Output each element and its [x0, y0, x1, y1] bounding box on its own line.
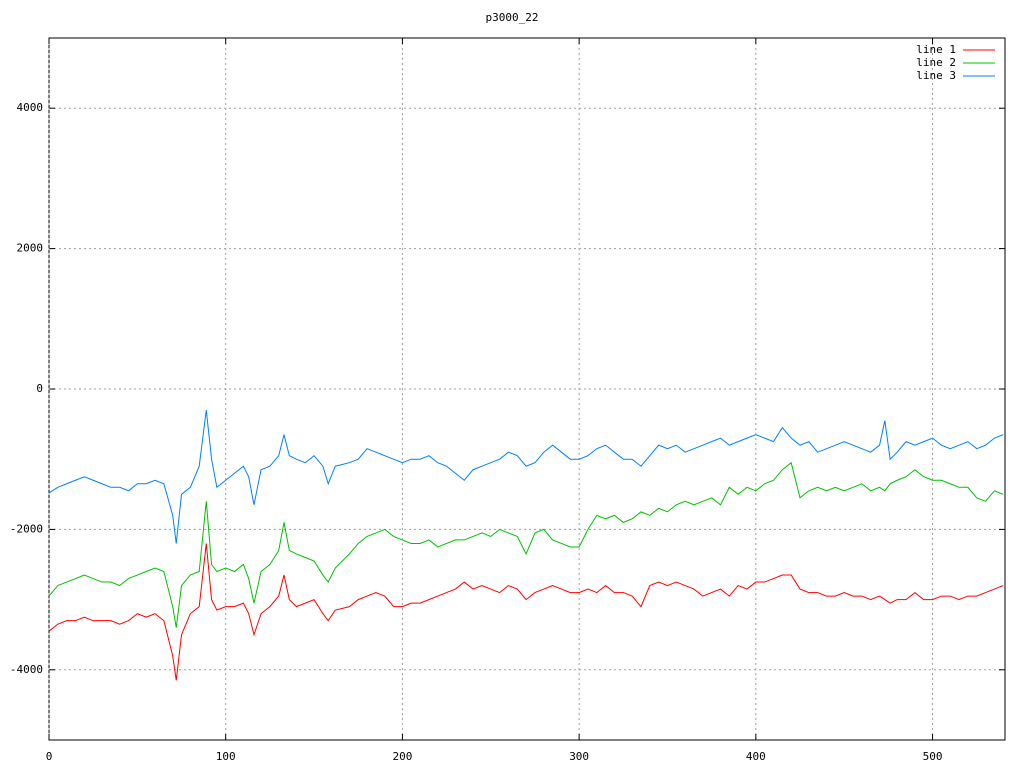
legend-label: line 2	[916, 56, 956, 69]
x-tick-label: 400	[746, 750, 766, 763]
y-tick-label: 4000	[17, 101, 44, 114]
x-tick-label: 500	[923, 750, 943, 763]
x-tick-label: 200	[392, 750, 412, 763]
y-tick-label: -2000	[10, 522, 43, 535]
x-tick-label: 0	[46, 750, 53, 763]
legend-label: line 1	[916, 43, 956, 56]
data-line	[48, 461, 1004, 628]
x-tick-label: 300	[569, 750, 589, 763]
y-tick-label: 0	[36, 382, 43, 395]
plot-frame	[48, 37, 1006, 741]
legend-label: line 3	[916, 69, 956, 82]
y-tick-label: -4000	[10, 663, 43, 676]
x-tick-label: 100	[216, 750, 236, 763]
y-tick-label: 2000	[17, 242, 44, 255]
data-line	[48, 543, 1004, 681]
data-line	[48, 409, 1004, 544]
chart-title: p3000_22	[486, 11, 539, 24]
